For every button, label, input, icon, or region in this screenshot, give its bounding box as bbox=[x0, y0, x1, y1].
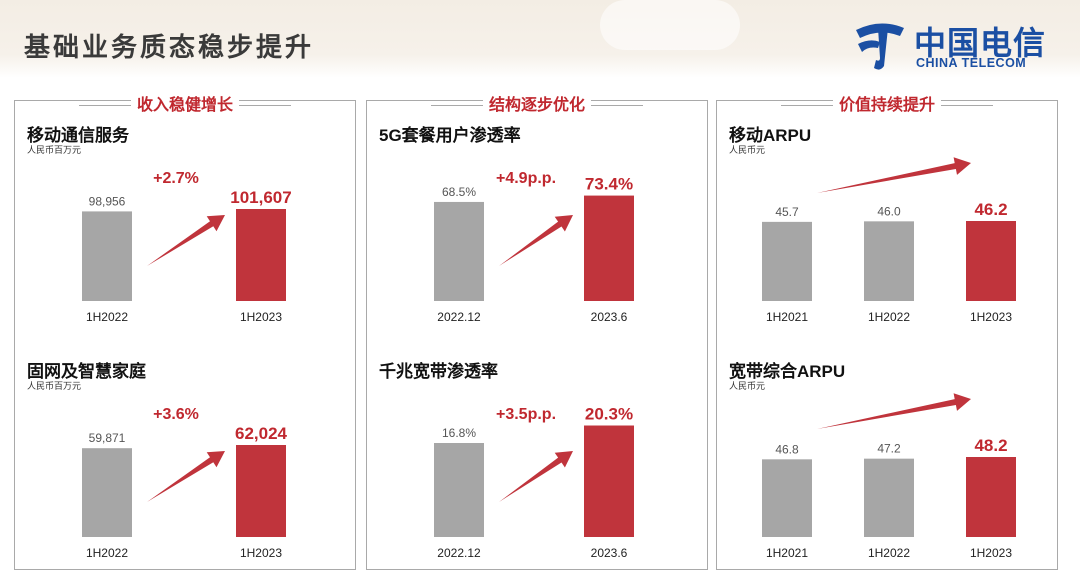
category-label: 2023.6 bbox=[591, 546, 628, 560]
page-title: 基础业务质态稳步提升 bbox=[24, 33, 315, 63]
data-label: 73.4% bbox=[585, 175, 633, 194]
bar-2022.12 bbox=[434, 443, 484, 537]
panel-revenue: 收入稳健增长 98,956 1H2022 101,607 1H2023 +2.7% 移动… bbox=[14, 97, 356, 570]
panel-header-label: 结构逐步优化 bbox=[482, 97, 591, 114]
bar-1H2022 bbox=[82, 448, 132, 537]
category-label: 1H2022 bbox=[86, 310, 128, 324]
category-label: 1H2023 bbox=[970, 546, 1012, 560]
logo-text-cn: 中国电信 bbox=[914, 24, 1047, 62]
bar-1H2023 bbox=[966, 221, 1016, 301]
category-label: 1H2023 bbox=[970, 310, 1012, 324]
growth-label: +2.7% bbox=[153, 170, 199, 187]
bar-1H2023 bbox=[236, 209, 286, 301]
data-label: 45.7 bbox=[775, 205, 799, 219]
bar-1H2022 bbox=[864, 458, 914, 537]
data-label: 47.2 bbox=[877, 442, 901, 456]
panel-header: 收入稳健增长 bbox=[15, 91, 355, 115]
china-telecom-emblem-icon bbox=[856, 23, 904, 70]
bar-2022.12 bbox=[434, 201, 484, 301]
chart-plot: 16.8% 2022.12 20.3% 2023.6 +3.5p.p. bbox=[434, 405, 634, 560]
bar-2023.6 bbox=[584, 195, 634, 301]
chart-title: 千兆宽带渗透率 bbox=[379, 362, 498, 381]
growth-label: +4.9p.p. bbox=[496, 170, 556, 187]
bar-1H2022 bbox=[864, 221, 914, 301]
bar-1H2023 bbox=[236, 445, 286, 537]
data-label: 68.5% bbox=[442, 185, 476, 199]
category-label: 2022.12 bbox=[437, 546, 481, 560]
panel-value: 价值持续提升 45.7 1H2021 46.0 1H2022 46.2 1H2023 移动… bbox=[716, 97, 1058, 570]
bar-1H2023 bbox=[966, 457, 1016, 537]
chart-plot: 98,956 1H2022 101,607 1H2023 +2.7% bbox=[82, 170, 292, 324]
data-label: 48.2 bbox=[974, 436, 1007, 455]
bar-1H2021 bbox=[762, 221, 812, 301]
panel-header: 结构逐步优化 bbox=[367, 91, 707, 115]
chart-plot: 59,871 1H2022 62,024 1H2023 +3.6% bbox=[82, 406, 288, 560]
chart-unit: 人民币元 bbox=[729, 381, 766, 391]
category-label: 1H2022 bbox=[868, 310, 910, 324]
category-label: 1H2023 bbox=[240, 310, 282, 324]
chart-mobile-arpu: 45.7 1H2021 46.0 1H2022 46.2 1H2023 移动ARPU 人民… bbox=[717, 121, 1057, 341]
data-label: 62,024 bbox=[235, 424, 288, 443]
chart-fixed-revenue: 59,871 1H2022 62,024 1H2023 +3.6% 固网及智慧家庭 人民… bbox=[15, 357, 355, 577]
growth-arrow-icon bbox=[499, 215, 573, 266]
panel-header: 价值持续提升 bbox=[717, 91, 1057, 115]
chart-gigabit-penetration: 16.8% 2022.12 20.3% 2023.6 +3.5p.p. 千兆宽带渗透率 bbox=[367, 357, 707, 577]
chart-title: 固网及智慧家庭 bbox=[27, 362, 146, 381]
data-label: 59,871 bbox=[89, 431, 126, 445]
title-band bbox=[0, 0, 1080, 78]
growth-arrow-icon bbox=[147, 451, 225, 502]
growth-arrow-icon bbox=[817, 157, 971, 193]
data-label: 16.8% bbox=[442, 426, 476, 440]
chart-unit: 人民币百万元 bbox=[27, 145, 82, 155]
category-label: 1H2023 bbox=[240, 546, 282, 560]
data-label: 101,607 bbox=[230, 188, 291, 207]
chart-5g-penetration: 68.5% 2022.12 73.4% 2023.6 +4.9p.p. 5G套餐用户渗透… bbox=[367, 121, 707, 341]
data-label: 20.3% bbox=[585, 405, 633, 424]
panel-header-label: 收入稳健增长 bbox=[130, 97, 239, 114]
panel-header-label: 价值持续提升 bbox=[832, 97, 941, 114]
chart-title: 5G套餐用户渗透率 bbox=[379, 126, 521, 145]
chart-broadband-arpu: 46.8 1H2021 47.2 1H2022 48.2 1H2023 宽带综合ARPU … bbox=[717, 357, 1057, 577]
growth-label: +3.5p.p. bbox=[496, 406, 556, 423]
chart-plot: 68.5% 2022.12 73.4% 2023.6 +4.9p.p. bbox=[434, 170, 634, 324]
data-label: 46.2 bbox=[974, 200, 1007, 219]
data-label: 98,956 bbox=[89, 194, 126, 208]
growth-arrow-icon bbox=[499, 451, 573, 502]
bar-1H2022 bbox=[82, 211, 132, 301]
growth-arrow-icon bbox=[147, 215, 225, 266]
category-label: 2023.6 bbox=[591, 310, 628, 324]
chart-unit: 人民币百万元 bbox=[27, 381, 82, 391]
growth-label: +3.6% bbox=[153, 406, 199, 423]
bar-1H2021 bbox=[762, 459, 812, 537]
category-label: 1H2022 bbox=[86, 546, 128, 560]
logo-text-en: CHINA TELECOM bbox=[916, 56, 1027, 70]
category-label: 1H2021 bbox=[766, 546, 808, 560]
decor-cloud bbox=[600, 0, 740, 50]
category-label: 2022.12 bbox=[437, 310, 481, 324]
growth-arrow-icon bbox=[817, 393, 971, 429]
chart-unit: 人民币元 bbox=[729, 145, 766, 155]
chart-mobile-revenue: 98,956 1H2022 101,607 1H2023 +2.7% 移动通信服务 人民… bbox=[15, 121, 355, 341]
chart-plot: 46.8 1H2021 47.2 1H2022 48.2 1H2023 bbox=[762, 393, 1016, 560]
chart-title: 移动通信服务 bbox=[27, 126, 129, 145]
category-label: 1H2021 bbox=[766, 310, 808, 324]
panel-structure: 结构逐步优化 68.5% 2022.12 73.4% 2023.6 +4.9p.p. 5… bbox=[366, 97, 708, 570]
china-telecom-logo: 中国电信 CHINA TELECOM bbox=[850, 14, 1065, 76]
chart-plot: 45.7 1H2021 46.0 1H2022 46.2 1H2023 bbox=[762, 157, 1016, 324]
category-label: 1H2022 bbox=[868, 546, 910, 560]
chart-title: 宽带综合ARPU bbox=[729, 362, 846, 381]
data-label: 46.8 bbox=[775, 442, 799, 456]
chart-title: 移动ARPU bbox=[729, 126, 812, 145]
bar-2023.6 bbox=[584, 425, 634, 537]
data-label: 46.0 bbox=[877, 204, 901, 218]
